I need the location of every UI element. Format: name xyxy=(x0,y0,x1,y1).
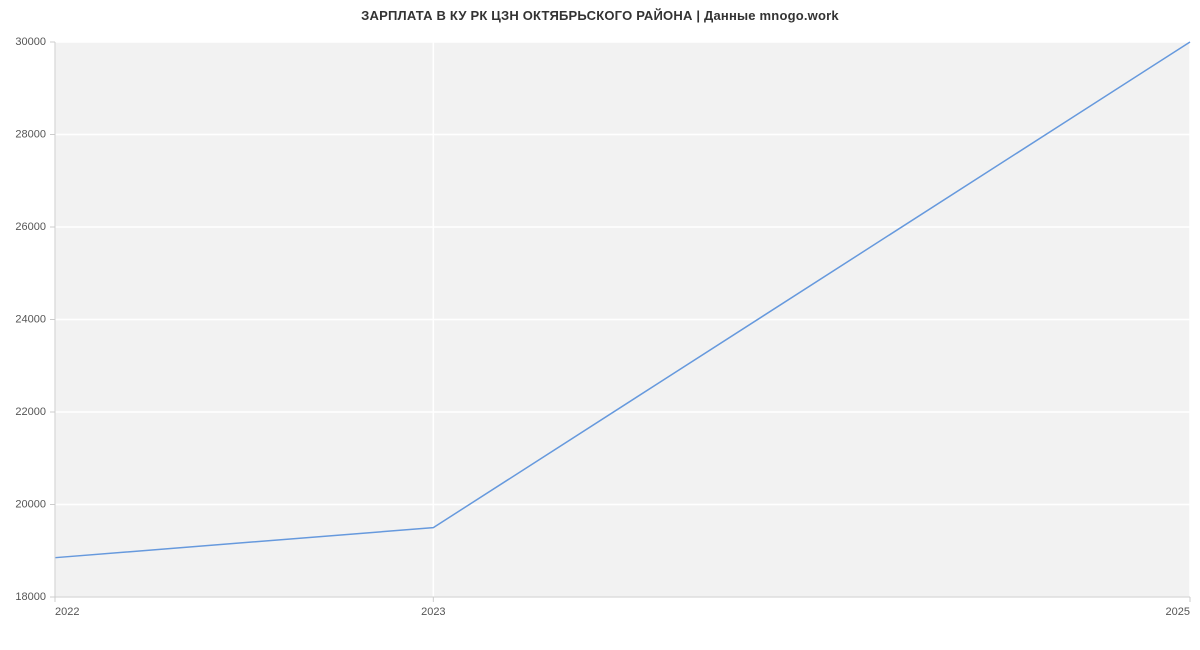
chart-svg: 18000 20000 22000 24000 26000 28000 30000 2022 2… xyxy=(0,0,1200,650)
x-tick-label: 2023 xyxy=(421,606,445,618)
y-tick-label: 18000 xyxy=(15,591,46,603)
x-tick-label: 2022 xyxy=(55,606,79,618)
y-tick-label: 22000 xyxy=(15,406,46,418)
y-tick-label: 26000 xyxy=(15,221,46,233)
x-tick-label: 2025 xyxy=(1166,606,1190,618)
chart-container: ЗАРПЛАТА В КУ РК ЦЗН ОКТЯБРЬСКОГО РАЙОНА… xyxy=(0,0,1200,650)
y-tick-label: 24000 xyxy=(15,313,46,325)
y-tick-label: 20000 xyxy=(15,498,46,510)
y-tick-label: 28000 xyxy=(15,128,46,140)
y-tick-label: 30000 xyxy=(15,36,46,48)
